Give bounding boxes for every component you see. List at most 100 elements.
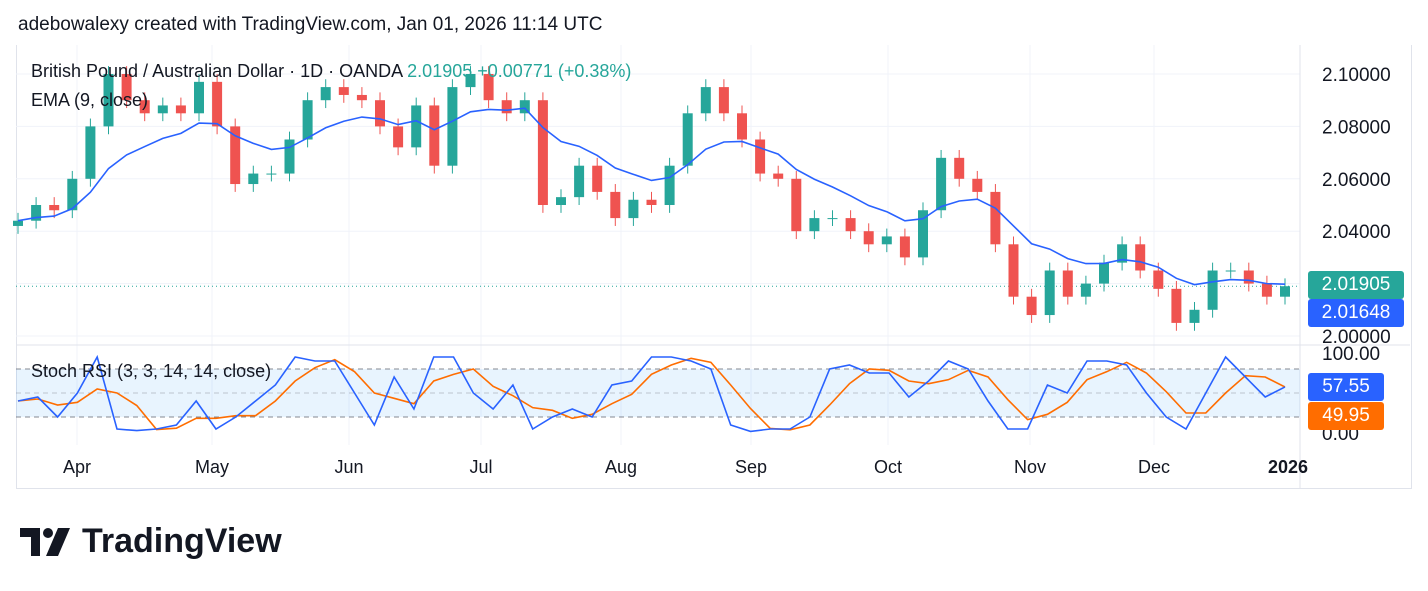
candle-down [954, 157, 965, 179]
candle-down [121, 74, 132, 101]
chart-frame[interactable] [16, 45, 1412, 489]
ema-price-tag: 2.01648 [1308, 299, 1404, 327]
candle-up [628, 199, 639, 219]
price-tick-label: 2.00000 [1322, 327, 1391, 348]
time-tick-label: Sep [735, 457, 767, 477]
candle-up [157, 105, 168, 114]
candle-down [338, 87, 349, 95]
candle-up [248, 173, 259, 185]
candle-down [863, 231, 874, 245]
time-tick-label: Jun [334, 457, 363, 477]
candle-down [501, 100, 512, 114]
candle-up [556, 197, 566, 205]
candle-down [356, 94, 367, 101]
candle-up [67, 178, 78, 211]
candle-down [773, 173, 784, 179]
candle-up [266, 173, 277, 175]
ema-line [17, 107, 1286, 286]
symbol-title: British Pound / Australian Dollar · 1D ·… [31, 61, 403, 81]
tradingview-logo-icon [20, 527, 70, 556]
candle-down [429, 105, 440, 166]
candle-up [827, 218, 838, 220]
time-tick-label: Dec [1138, 457, 1170, 477]
candle-up [1207, 270, 1218, 310]
candle-up [809, 218, 820, 232]
candle-up [1080, 283, 1091, 297]
candle-up [1280, 286, 1290, 297]
candle-up [700, 87, 711, 114]
time-tick-label: 2026 [1268, 457, 1308, 477]
ema-legend: EMA (9, close) [31, 90, 149, 110]
stoch-legend: Stoch RSI (3, 3, 14, 14, close) [31, 361, 272, 381]
stoch-k-line [17, 354, 1286, 433]
stoch-band-fill [16, 369, 1300, 417]
credit-text: adebowalexy created with TradingView.com… [18, 14, 603, 35]
time-tick-label: May [195, 457, 229, 477]
candle-down [1008, 244, 1019, 297]
d-value-tag: 49.95 [1308, 402, 1384, 430]
k-value-tag: 57.55 [1308, 373, 1384, 401]
candle-up [302, 100, 313, 140]
candle-up [103, 74, 114, 127]
candle-up [465, 74, 476, 88]
candle-up [1189, 309, 1200, 323]
candle-down [1026, 296, 1037, 316]
last-price: 2.01905 [407, 61, 473, 81]
candle-down [1153, 270, 1164, 289]
candle-down [393, 126, 404, 148]
candle-up [664, 165, 675, 205]
candle-down [718, 87, 729, 114]
candle-down [483, 74, 494, 101]
candle-down [845, 218, 856, 232]
candle-up [1225, 270, 1236, 272]
symbol-legend: British Pound / Australian Dollar · 1D ·… [31, 61, 631, 82]
candle-up [85, 126, 96, 179]
candle-down [899, 236, 910, 258]
time-tick-label: Apr [63, 457, 91, 477]
candle-down [592, 165, 603, 192]
candle-down [1135, 244, 1146, 271]
candle-down [1062, 270, 1073, 297]
candle-down [755, 139, 766, 174]
candle-up [411, 105, 422, 148]
candle-up [320, 87, 331, 101]
candle-down [49, 205, 60, 211]
candle-down [646, 199, 657, 205]
candle-down [212, 81, 223, 127]
price-tick-label: 2.06000 [1322, 170, 1391, 191]
candle-down [791, 178, 802, 232]
price-tick-label: 2.04000 [1322, 222, 1391, 243]
candle-up [1117, 244, 1128, 263]
time-tick-label: Jul [469, 457, 492, 477]
candle-up [574, 165, 585, 198]
price-change: +0.00771 (+0.38%) [477, 61, 632, 81]
stoch-tick-label: 100.00 [1322, 344, 1380, 365]
candle-up [31, 205, 42, 221]
price-tick-label: 2.10000 [1322, 65, 1391, 86]
candle-up [1044, 270, 1055, 316]
candle-up [682, 113, 693, 166]
candle-up [936, 157, 947, 211]
time-tick-label: Oct [874, 457, 902, 477]
candle-up [519, 100, 530, 114]
candle-down [230, 126, 241, 185]
candle-down [1171, 288, 1182, 323]
candle-up [194, 81, 204, 114]
candle-up [13, 220, 23, 226]
time-tick-label: Nov [1014, 457, 1046, 477]
candle-up [881, 236, 892, 245]
candle-down [610, 191, 621, 219]
candle-down [537, 100, 548, 205]
candle-up [284, 139, 295, 174]
candle-down [139, 100, 150, 114]
candle-down [990, 191, 1001, 245]
candle-up [1099, 262, 1109, 284]
candle-down [1261, 283, 1272, 297]
candle-down [1243, 270, 1254, 284]
candle-down [375, 100, 385, 127]
tradingview-logo: TradingView [20, 522, 282, 561]
candle-up [918, 210, 928, 258]
candle-up [447, 87, 458, 166]
last-price-tag: 2.01905 [1308, 271, 1404, 299]
